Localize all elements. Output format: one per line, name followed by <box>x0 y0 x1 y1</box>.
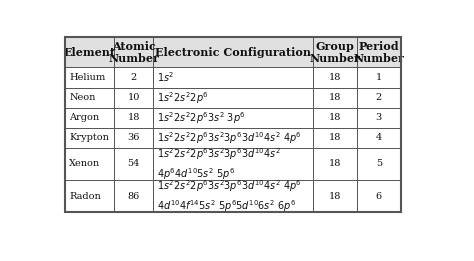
Text: Argon: Argon <box>69 113 99 122</box>
Text: 18: 18 <box>328 113 341 122</box>
Bar <box>357 128 401 148</box>
Bar <box>313 128 357 148</box>
Bar <box>65 37 114 68</box>
Bar <box>65 68 114 88</box>
Text: 1: 1 <box>376 73 382 82</box>
Text: 18: 18 <box>328 133 341 142</box>
Text: Xenon: Xenon <box>69 159 100 168</box>
Text: 5: 5 <box>376 159 382 168</box>
Text: Atomic
Number: Atomic Number <box>108 40 159 64</box>
Bar <box>114 108 153 128</box>
Bar <box>114 180 153 212</box>
Text: 3: 3 <box>376 113 382 122</box>
Bar <box>357 88 401 108</box>
Text: 2: 2 <box>130 73 137 82</box>
Bar <box>65 128 114 148</box>
Text: Electronic Configuration: Electronic Configuration <box>155 47 311 58</box>
Text: Neon: Neon <box>69 93 96 102</box>
Bar <box>65 148 114 180</box>
Bar <box>65 108 114 128</box>
Bar <box>153 148 313 180</box>
Bar <box>153 180 313 212</box>
Text: 18: 18 <box>328 159 341 168</box>
Bar <box>357 180 401 212</box>
Text: 36: 36 <box>128 133 140 142</box>
Text: $1s^{2}2s^{2}2p^{6}3s^{2}3p^{6}3d^{10}4s^{2}$
$4p^{6}4d^{10}5s^{2}\ 5p^{6}$: $1s^{2}2s^{2}2p^{6}3s^{2}3p^{6}3d^{10}4s… <box>157 146 281 182</box>
Bar <box>153 88 313 108</box>
Bar <box>357 108 401 128</box>
Bar <box>65 180 114 212</box>
Text: 6: 6 <box>376 192 382 201</box>
Bar <box>313 108 357 128</box>
Bar <box>357 68 401 88</box>
Bar <box>65 88 114 108</box>
Text: 18: 18 <box>328 192 341 201</box>
Text: $1s^{2}2s^{2}2p^{6}3s^{2}\ 3p^{6}$: $1s^{2}2s^{2}2p^{6}3s^{2}\ 3p^{6}$ <box>157 110 246 126</box>
Text: 54: 54 <box>128 159 140 168</box>
Text: 4: 4 <box>376 133 382 142</box>
Bar <box>313 88 357 108</box>
Text: 18: 18 <box>128 113 140 122</box>
Bar <box>153 37 313 68</box>
Bar <box>114 128 153 148</box>
Text: Element: Element <box>64 47 116 58</box>
Text: 18: 18 <box>328 73 341 82</box>
Bar <box>114 88 153 108</box>
Text: Radon: Radon <box>69 192 101 201</box>
Text: 2: 2 <box>376 93 382 102</box>
Bar <box>153 68 313 88</box>
Bar <box>357 148 401 180</box>
Bar <box>153 128 313 148</box>
Text: 18: 18 <box>328 93 341 102</box>
Text: 10: 10 <box>128 93 140 102</box>
Text: $1s^{2}$: $1s^{2}$ <box>157 71 174 85</box>
Bar <box>313 180 357 212</box>
Bar <box>114 68 153 88</box>
Text: $1s^{2}2s^{2}2p^{6}3s^{2}3p^{6}3d^{10}4s^{2}\ 4p^{6}$: $1s^{2}2s^{2}2p^{6}3s^{2}3p^{6}3d^{10}4s… <box>157 130 302 146</box>
Bar <box>357 37 401 68</box>
Bar <box>114 37 153 68</box>
Text: $1s^{2}2s^{2}2p^{6}3s^{2}3p^{6}3d^{10}4s^{2}\ 4p^{6}$
$4d^{10}4f^{14}5s^{2}\ 5p^: $1s^{2}2s^{2}2p^{6}3s^{2}3p^{6}3d^{10}4s… <box>157 178 302 214</box>
Text: $1s^{2}2s^{2}2p^{6}$: $1s^{2}2s^{2}2p^{6}$ <box>157 90 209 105</box>
Bar <box>313 37 357 68</box>
Text: Krypton: Krypton <box>69 133 109 142</box>
Bar <box>313 148 357 180</box>
Text: Period
Number: Period Number <box>354 40 404 64</box>
Text: 86: 86 <box>128 192 140 201</box>
Bar <box>153 108 313 128</box>
Bar <box>114 148 153 180</box>
Text: Helium: Helium <box>69 73 105 82</box>
Text: Group
Number: Group Number <box>310 40 360 64</box>
Bar <box>65 37 401 212</box>
Bar <box>313 68 357 88</box>
